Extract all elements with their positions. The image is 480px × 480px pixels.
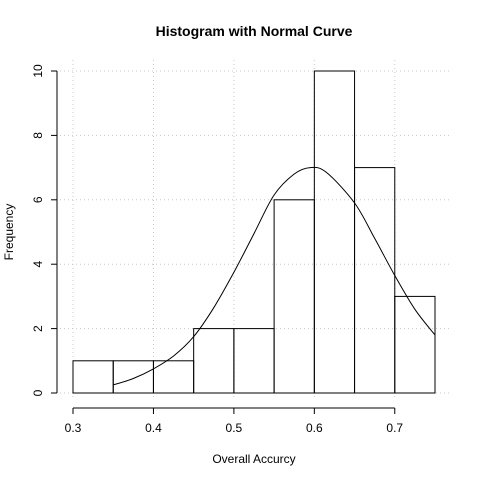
histogram-bar-8 — [395, 296, 435, 393]
histogram-bar-0 — [73, 361, 113, 393]
y-tick-label-2: 4 — [31, 261, 45, 268]
x-tick-label-2: 0.5 — [226, 421, 243, 435]
y-tick-label-5: 10 — [31, 64, 45, 78]
x-tick-label-1: 0.4 — [145, 421, 162, 435]
histogram-bars — [73, 71, 435, 393]
y-tick-label-1: 2 — [31, 325, 45, 332]
y-tick-label-4: 8 — [31, 132, 45, 139]
y-tick-label-0: 0 — [31, 389, 45, 396]
histogram-bar-4 — [234, 329, 274, 393]
y-tick-label-3: 6 — [31, 196, 45, 203]
chart-title: Histogram with Normal Curve — [156, 23, 353, 39]
x-axis-label: Overall Accurcy — [212, 452, 295, 466]
axes: 0.3 0.4 0.5 0.6 0.7 0 2 4 6 8 10 — [31, 64, 403, 435]
histogram-bar-5 — [274, 200, 314, 393]
x-tick-label-0: 0.3 — [65, 421, 82, 435]
y-axis-label: Frequency — [2, 204, 16, 261]
histogram-bar-3 — [194, 329, 234, 393]
histogram-bar-6 — [314, 71, 354, 393]
x-tick-label-4: 0.7 — [386, 421, 403, 435]
histogram-bar-7 — [355, 168, 395, 393]
histogram-bar-1 — [113, 361, 153, 393]
x-tick-label-3: 0.6 — [306, 421, 323, 435]
